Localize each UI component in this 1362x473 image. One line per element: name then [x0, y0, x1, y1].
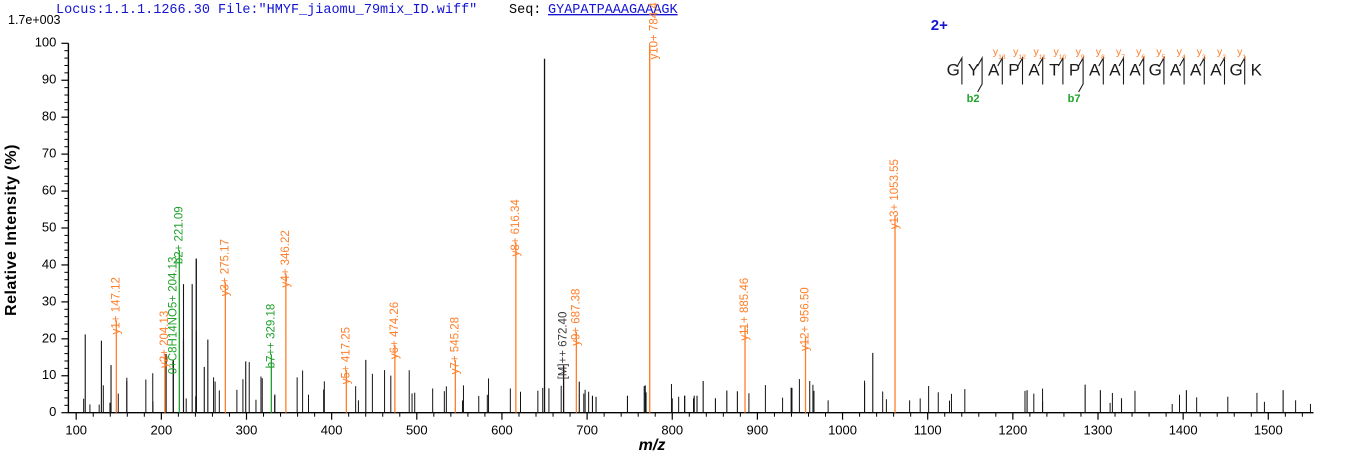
svg-text:G: G [1229, 61, 1242, 80]
svg-text:P: P [1008, 61, 1019, 80]
svg-text:A: A [1190, 61, 1202, 80]
svg-text:2+: 2+ [931, 17, 948, 34]
svg-text:60: 60 [42, 182, 56, 197]
svg-text:Y: Y [968, 61, 979, 80]
svg-text:y3+ 275.17: y3+ 275.17 [219, 239, 231, 296]
svg-text:y10+ 784.4: y10+ 784.4 [649, 2, 661, 60]
svg-text:y11+ 885.46: y11+ 885.46 [739, 278, 751, 341]
svg-text:1300: 1300 [1084, 422, 1113, 437]
svg-text:1.7e+003: 1.7e+003 [8, 13, 61, 27]
svg-text:600: 600 [491, 422, 513, 437]
svg-text:P: P [1069, 61, 1080, 80]
svg-text:300: 300 [236, 422, 258, 437]
svg-text:[M]++ 672.40: [M]++ 672.40 [558, 312, 570, 380]
svg-text:G: G [1149, 61, 1162, 80]
svg-text:y8+ 616.34: y8+ 616.34 [510, 199, 522, 257]
svg-text:70: 70 [42, 146, 56, 161]
svg-text:900: 900 [747, 422, 769, 437]
svg-text:200: 200 [150, 422, 172, 437]
svg-text:400: 400 [321, 422, 343, 437]
svg-text:Relative Intensity (%): Relative Intensity (%) [3, 144, 20, 316]
svg-text:b7++ 329.18: b7++ 329.18 [265, 304, 277, 369]
svg-text:40: 40 [42, 256, 56, 271]
svg-text:1400: 1400 [1169, 422, 1198, 437]
svg-text:K: K [1251, 61, 1263, 80]
svg-text:A: A [1109, 61, 1121, 80]
svg-text:90: 90 [42, 72, 56, 87]
svg-text:80: 80 [42, 109, 56, 124]
svg-text:y1+ 147.12: y1+ 147.12 [110, 277, 122, 334]
svg-text:A: A [1129, 61, 1141, 80]
svg-text:b7: b7 [1068, 93, 1081, 105]
svg-text:1500: 1500 [1254, 422, 1283, 437]
svg-text:Locus:1.1.1.1266.30 File:"HMYF: Locus:1.1.1.1266.30 File:"HMYF_jiaomu_79… [56, 3, 477, 18]
svg-text:1000: 1000 [828, 422, 857, 437]
svg-text:50: 50 [42, 219, 56, 234]
svg-text:y12+ 956.50: y12+ 956.50 [800, 287, 812, 351]
svg-text:y13+ 1053.55: y13+ 1053.55 [889, 159, 901, 229]
svg-text:y6+ 474.26: y6+ 474.26 [389, 302, 401, 359]
svg-text:0+C8H14NO5+ 204.13: 0+C8H14NO5+ 204.13 [167, 257, 179, 375]
svg-text:A: A [1028, 61, 1040, 80]
svg-text:30: 30 [42, 293, 56, 308]
svg-text:0: 0 [49, 404, 56, 419]
svg-text:A: A [988, 61, 1000, 80]
svg-text:800: 800 [661, 422, 683, 437]
svg-text:A: A [1210, 61, 1222, 80]
svg-text:1100: 1100 [914, 422, 942, 437]
svg-text:y5+ 417.25: y5+ 417.25 [340, 327, 352, 384]
svg-text:700: 700 [576, 422, 598, 437]
svg-text:G: G [947, 61, 960, 80]
svg-text:A: A [1089, 61, 1101, 80]
svg-text:20: 20 [42, 330, 56, 345]
svg-text:b2+ 221.09: b2+ 221.09 [173, 206, 185, 264]
svg-text:Seq:: Seq: [509, 3, 541, 18]
svg-text:100: 100 [65, 422, 87, 437]
svg-text:100: 100 [35, 35, 57, 50]
svg-text:b2: b2 [967, 93, 980, 105]
svg-text:500: 500 [406, 422, 428, 437]
svg-text:y9+ 687.38: y9+ 687.38 [570, 289, 582, 346]
svg-text:10: 10 [42, 367, 56, 382]
svg-text:m/z: m/z [639, 437, 666, 454]
svg-text:A: A [1170, 61, 1182, 80]
svg-text:T: T [1049, 61, 1059, 80]
svg-text:1200: 1200 [998, 422, 1027, 437]
svg-text:y4+ 346.22: y4+ 346.22 [280, 230, 292, 287]
svg-text:y7+ 545.28: y7+ 545.28 [449, 317, 461, 374]
